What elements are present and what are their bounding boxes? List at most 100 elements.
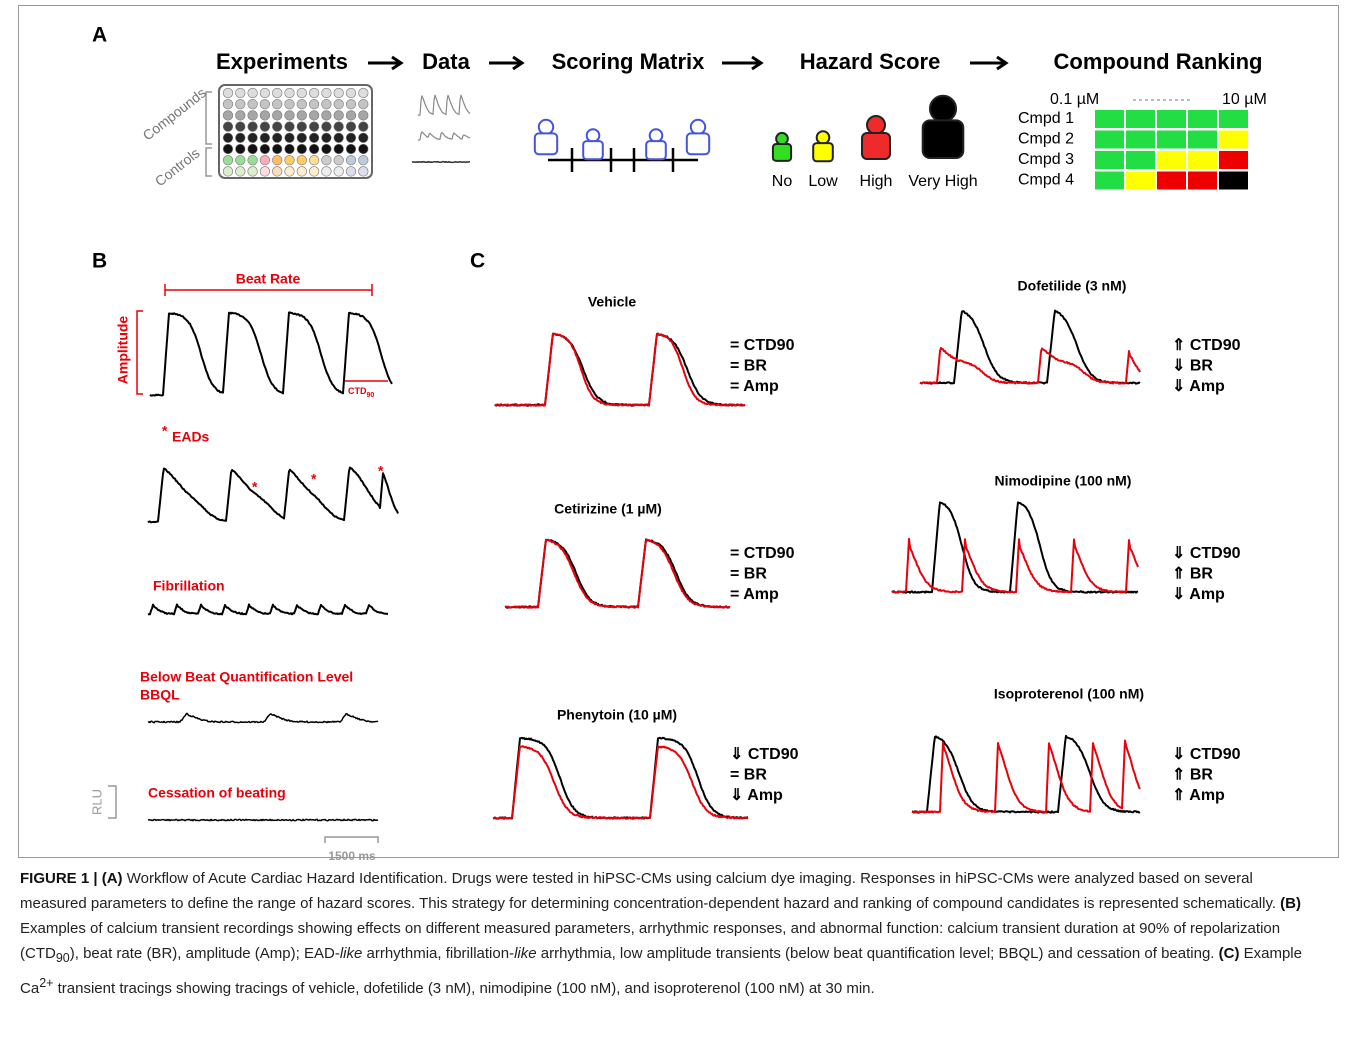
- effect: = Amp: [730, 586, 779, 603]
- plate-label: Compounds: [140, 84, 209, 143]
- well: [334, 99, 344, 109]
- rank-cell: [1188, 131, 1217, 149]
- arrow: [970, 57, 1006, 69]
- well: [236, 122, 246, 132]
- well: [236, 99, 246, 109]
- well: [346, 99, 356, 109]
- conc-label: 0.1 µM: [1050, 91, 1099, 108]
- compound-name: Cmpd 4: [1018, 172, 1074, 189]
- rank-cell: [1095, 131, 1124, 149]
- rank-cell: [1126, 131, 1155, 149]
- compound-name: Cmpd 2: [1018, 131, 1074, 148]
- well: [260, 111, 270, 121]
- well: [272, 111, 282, 121]
- effect: = BR: [730, 358, 767, 375]
- well: [346, 111, 356, 121]
- effect: ⇓ CTD90: [730, 746, 799, 763]
- well: [260, 133, 270, 143]
- well: [297, 144, 307, 154]
- rank-cell: [1095, 110, 1124, 128]
- person-head: [587, 129, 600, 142]
- well: [223, 155, 233, 165]
- trace: [148, 604, 388, 614]
- caption-run: like: [514, 945, 537, 962]
- person-head: [776, 133, 788, 145]
- well: [297, 88, 307, 98]
- caption-run: (C): [1219, 945, 1240, 962]
- well: [322, 167, 332, 177]
- rlu-bar: [108, 786, 116, 818]
- example-title: Vehicle: [588, 294, 636, 310]
- well: [272, 133, 282, 143]
- ctd-text: CTD: [348, 386, 367, 396]
- effect: = CTD90: [730, 545, 795, 562]
- person-body: [813, 143, 833, 161]
- rank-cell: [1095, 151, 1124, 169]
- well: [272, 144, 282, 154]
- trace: [892, 502, 1138, 592]
- trace: [148, 713, 378, 722]
- well: [346, 167, 356, 177]
- well: [248, 111, 258, 121]
- compound-name: Cmpd 1: [1018, 110, 1074, 127]
- trace: [912, 741, 1140, 813]
- panel-label: B: [92, 250, 107, 273]
- person-head: [867, 116, 885, 134]
- well: [297, 133, 307, 143]
- effect: ⇓ CTD90: [1172, 746, 1241, 763]
- well: [322, 99, 332, 109]
- arrow: [489, 57, 522, 69]
- ctd-subscript: 90: [367, 392, 375, 399]
- step-title: Compound Ranking: [1054, 49, 1263, 74]
- scale-bar: [325, 837, 378, 843]
- rlu-label: RLU: [89, 789, 104, 815]
- conc-label: 10 µM: [1222, 91, 1267, 108]
- well: [223, 122, 233, 132]
- effect: ⇑ CTD90: [1172, 337, 1241, 354]
- well: [346, 133, 356, 143]
- well: [309, 99, 319, 109]
- well: [309, 167, 319, 177]
- well: [272, 122, 282, 132]
- well: [223, 144, 233, 154]
- well: [260, 155, 270, 165]
- rank-cell: [1126, 110, 1155, 128]
- rank-cell: [1126, 151, 1155, 169]
- well: [248, 122, 258, 132]
- caption-run: 2+: [39, 976, 53, 990]
- well: [285, 167, 295, 177]
- well: [346, 144, 356, 154]
- trace: [418, 132, 470, 140]
- effect: = BR: [730, 566, 767, 583]
- compound-name: Cmpd 3: [1018, 151, 1074, 168]
- well: [297, 111, 307, 121]
- trace: [493, 746, 748, 819]
- well: [285, 155, 295, 165]
- ctd-label: CTD90: [348, 386, 374, 398]
- well: [334, 155, 344, 165]
- caption-run: 90: [56, 951, 70, 965]
- well: [346, 155, 356, 165]
- rank-cell: [1126, 172, 1155, 190]
- person-head: [930, 96, 956, 122]
- person-head: [691, 120, 705, 134]
- trace: [150, 312, 392, 395]
- well: [346, 122, 356, 132]
- trace: [418, 95, 470, 115]
- well: [322, 155, 332, 165]
- trace: [920, 311, 1140, 384]
- step-title: Experiments: [216, 49, 348, 74]
- well: [285, 88, 295, 98]
- panel-label: A: [92, 24, 107, 47]
- well: [236, 111, 246, 121]
- well: [272, 167, 282, 177]
- effect: ⇓ Amp: [1172, 586, 1225, 603]
- well: [334, 88, 344, 98]
- effect: ⇑ Amp: [1172, 787, 1225, 804]
- well: [309, 111, 319, 121]
- well: [272, 88, 282, 98]
- rank-cell: [1219, 151, 1248, 169]
- well: [223, 133, 233, 143]
- well: [297, 99, 307, 109]
- caption-run: Workflow of Acute Cardiac Hazard Identif…: [20, 870, 1280, 912]
